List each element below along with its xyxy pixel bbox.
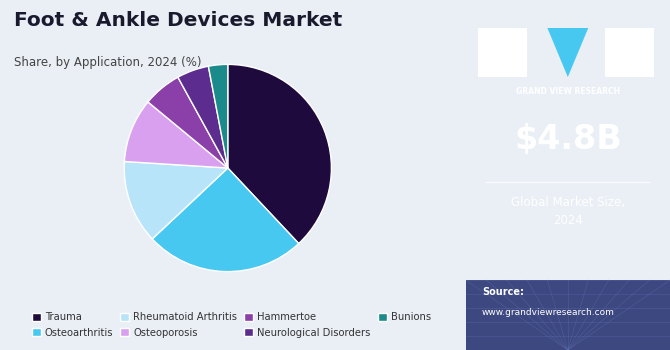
Text: www.grandviewresearch.com: www.grandviewresearch.com [482,308,615,317]
Wedge shape [228,64,332,244]
Text: Share, by Application, 2024 (%): Share, by Application, 2024 (%) [14,56,202,69]
Text: Source:: Source: [482,287,524,297]
Legend: Trauma, Osteoarthritis, Rheumatoid Arthritis, Osteoporosis, Hammertoe, Neurologi: Trauma, Osteoarthritis, Rheumatoid Arthr… [27,308,435,342]
Text: GRAND VIEW RESEARCH: GRAND VIEW RESEARCH [516,88,620,97]
Wedge shape [124,161,228,239]
Polygon shape [547,28,588,77]
Wedge shape [208,64,228,168]
Text: $4.8B: $4.8B [514,124,622,156]
Text: Global Market Size,
2024: Global Market Size, 2024 [511,196,625,227]
Text: Foot & Ankle Devices Market: Foot & Ankle Devices Market [14,10,342,29]
FancyBboxPatch shape [604,28,654,77]
Wedge shape [178,66,228,168]
FancyBboxPatch shape [478,28,527,77]
Wedge shape [148,77,228,168]
FancyBboxPatch shape [466,280,670,350]
Wedge shape [152,168,299,272]
Wedge shape [125,102,228,168]
